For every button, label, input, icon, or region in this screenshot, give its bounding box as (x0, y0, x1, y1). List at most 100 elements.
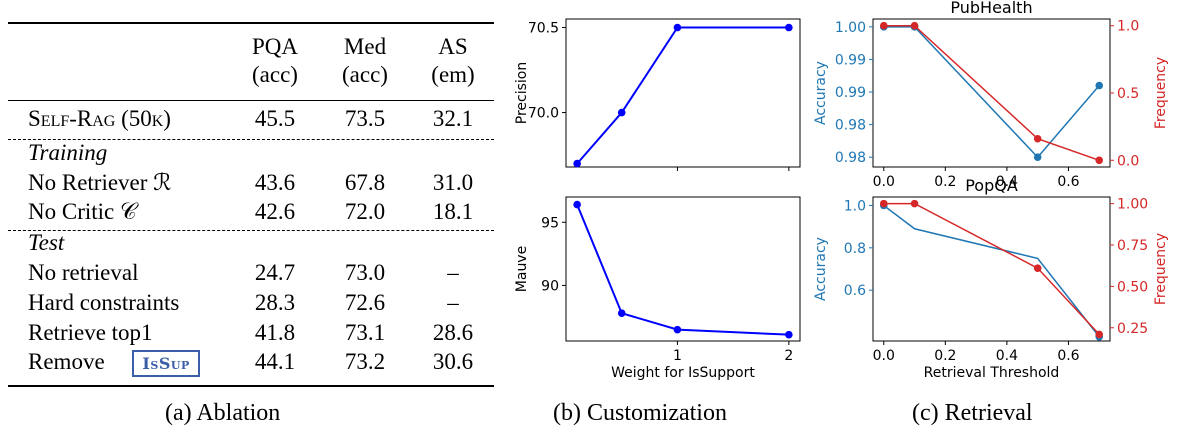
caption-retrieval: (c) Retrieval (912, 400, 1033, 426)
y-right-tick-label: 1.00 (1117, 197, 1148, 213)
y-right-axis-label: Frequency (1153, 233, 1169, 305)
col-header-line2: (acc) (252, 62, 298, 87)
y-tick-label: 1.0 (844, 198, 866, 214)
y-tick-label: 0.98 (835, 118, 866, 134)
y-tick-label: 1.00 (835, 20, 866, 36)
row-med: 73.0 (344, 260, 386, 285)
row-as: 31.0 (432, 170, 474, 195)
row-as: 28.6 (432, 320, 474, 345)
col-header-line2: (em) (431, 62, 475, 87)
data-point (617, 309, 626, 318)
data-point (573, 159, 581, 168)
col-header-med: Med (acc) (325, 34, 405, 88)
row-label: Retrieve top1 (28, 320, 153, 345)
data-point (1095, 330, 1104, 339)
row-med: 73.2 (344, 349, 386, 374)
data-point (617, 108, 626, 117)
y-tick-label: 95 (541, 215, 559, 231)
y-right-tick-label: 0.75 (1117, 238, 1148, 254)
data-point (879, 199, 888, 208)
data-point (673, 23, 682, 32)
issup-badge: IsSup (132, 350, 200, 377)
data-point (573, 200, 581, 209)
chart-title: PopQA (965, 176, 1018, 195)
col-header-as: AS (em) (413, 34, 493, 88)
row-label: No Retriever ℛ (28, 170, 172, 195)
y-tick-label: 90 (541, 278, 559, 294)
y-right-tick-label: 0.50 (1117, 279, 1148, 295)
row-as: – (447, 260, 459, 285)
row-pqa: 24.7 (254, 260, 296, 285)
col-header-line1: Med (343, 34, 387, 59)
y-tick-label: 70.0 (528, 106, 559, 122)
y-right-tick-label: 0.0 (1117, 153, 1139, 169)
x-tick-label: 0.0 (873, 348, 895, 364)
series-line (883, 26, 1100, 159)
row-pqa: 44.1 (254, 349, 296, 374)
row-as: 30.6 (432, 349, 474, 374)
y-axis-label: Mauve (514, 246, 530, 292)
data-point (1033, 153, 1042, 162)
plot-frame (872, 196, 1111, 342)
header-rule (8, 100, 494, 101)
section-title-training: Training (28, 140, 108, 165)
row-med: 67.8 (344, 170, 386, 195)
plot-frame (872, 18, 1111, 168)
plot-frame (565, 18, 801, 168)
row-label: Hard constraints (28, 290, 180, 315)
x-axis-label: Retrieval Threshold (924, 365, 1060, 381)
row-as: 18.1 (432, 199, 474, 224)
series-line (883, 24, 1100, 161)
x-tick-label: 2 (784, 348, 793, 364)
y-tick-label: 0.6 (844, 283, 866, 299)
issup-badge-text: IsSup (142, 354, 190, 373)
y-axis-label: Precision (514, 62, 530, 124)
data-point (785, 23, 793, 32)
row-pqa: 28.3 (254, 290, 296, 315)
row-med: 72.0 (344, 199, 386, 224)
table-bottom-rule (8, 385, 494, 387)
row-label: No retrieval (28, 260, 139, 285)
y-right-tick-label: 0.5 (1117, 86, 1139, 102)
row-pqa: 41.8 (254, 320, 296, 345)
main-row-med: 73.5 (344, 106, 386, 131)
y-tick-label: 70.5 (528, 21, 559, 37)
y-axis-label: Accuracy (813, 61, 829, 125)
x-tick-label: 1 (673, 348, 682, 364)
row-med: 72.6 (344, 290, 386, 315)
row-pqa: 43.6 (254, 170, 296, 195)
chart-title: PubHealth (950, 0, 1032, 17)
series-line (576, 204, 789, 336)
plot-frame (565, 196, 801, 342)
caption-ablation: (a) Ablation (165, 400, 281, 426)
data-point (1033, 134, 1042, 143)
main-row-label: Self-Rag (50k) (28, 106, 171, 131)
col-header-line2: (acc) (342, 62, 388, 87)
y-tick-label: 0.98 (835, 150, 866, 166)
main-row-as: 32.1 (432, 106, 474, 131)
dashed-rule (8, 139, 494, 140)
x-tick-label: 0.6 (1057, 174, 1079, 190)
y-tick-label: 0.99 (835, 52, 866, 68)
x-tick-label: 0.2 (934, 348, 956, 364)
y-right-tick-label: 1.0 (1117, 19, 1139, 35)
data-point (785, 330, 793, 339)
col-header-pqa: PQA (acc) (235, 34, 315, 88)
x-tick-label: 0.0 (873, 174, 895, 190)
col-header-line1: AS (438, 34, 468, 59)
row-pqa: 42.6 (254, 199, 296, 224)
x-axis-label: Weight for IsSupport (611, 365, 755, 381)
x-tick-label: 0.4 (996, 174, 1018, 190)
row-label-remove: Remove IsSup (28, 349, 200, 377)
main-row-pqa: 45.5 (254, 106, 296, 131)
x-tick-label: 0.2 (934, 174, 956, 190)
data-point (1095, 81, 1104, 90)
row-label: No Critic 𝒞 (28, 199, 137, 224)
caption-customization: (b) Customization (553, 400, 727, 426)
series-line (883, 202, 1100, 335)
data-point (879, 21, 888, 30)
dashed-rule (8, 230, 494, 231)
y-tick-label: 0.8 (844, 241, 866, 257)
row-label-text: Remove (28, 349, 105, 374)
